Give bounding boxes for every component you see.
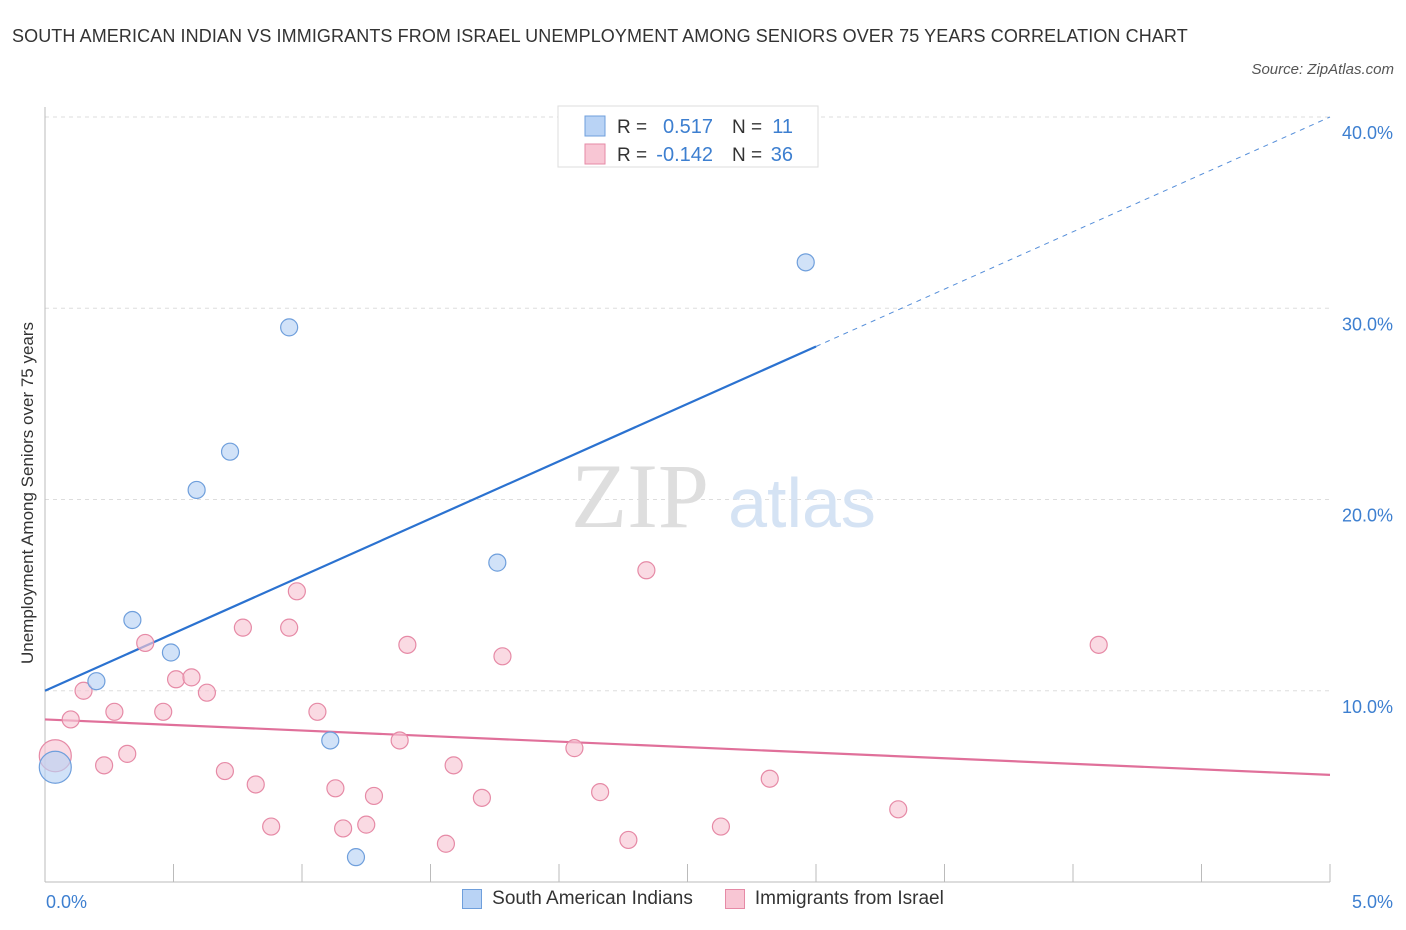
legend-item-south-american-indians[interactable]: South American Indians [462,888,693,910]
point-immigrants-from-israel [357,815,376,834]
trend-line-extension [815,116,1331,347]
point-south-american-indians [187,480,206,500]
point-immigrants-from-israel [118,744,137,763]
point-immigrants-from-israel [280,618,299,637]
point-immigrants-from-israel [444,756,463,775]
point-south-american-indians [161,643,181,662]
stats-r-value: 0.517 [663,116,713,138]
x-tick-label: 0.0% [46,892,87,912]
point-immigrants-from-israel [182,668,201,687]
point-south-american-indians [87,672,106,691]
point-immigrants-from-israel [74,681,93,700]
point-south-american-indians [488,553,507,572]
point-immigrants-from-israel [364,786,384,806]
y-tick-label: 10.0% [1342,697,1393,717]
point-immigrants-from-israel [105,702,124,721]
point-immigrants-from-israel [215,761,234,781]
point-immigrants-from-israel [591,783,610,802]
legend-swatch-pink [724,889,745,909]
series-legend: South American Indians Immigrants from I… [0,888,1406,910]
point-immigrants-from-israel [889,800,908,819]
point-immigrants-from-israel [493,647,512,666]
point-immigrants-from-israel [637,561,656,580]
data-points [38,253,1108,867]
stats-legend: R = 0.517 N = 11 R = -0.142 N = 36 [557,105,819,168]
point-immigrants-from-israel [390,731,409,750]
point-immigrants-from-israel [436,834,456,853]
point-south-american-indians [321,731,340,750]
point-south-american-indians [123,610,142,630]
point-immigrants-from-israel [1089,635,1108,654]
legend-item-immigrants-from-israel[interactable]: Immigrants from Israel [724,888,944,910]
stats-r-value: -0.142 [656,144,713,166]
point-immigrants-from-israel [326,779,345,798]
point-immigrants-from-israel [197,683,217,702]
point-immigrants-from-israel [619,830,638,850]
source-label: Source: ZipAtlas.com [1251,61,1394,78]
stats-n-label: N = [732,117,762,138]
point-immigrants-from-israel [334,819,353,838]
point-immigrants-from-israel [398,635,417,654]
legend-label-immigrants-from-israel: Immigrants from Israel [754,888,944,909]
watermark-zip: ZIP [571,445,709,547]
x-tick-label: 5.0% [1352,892,1393,912]
point-south-american-indians [280,318,299,337]
point-south-american-indians [38,750,72,784]
point-immigrants-from-israel [246,775,265,794]
watermark-atlas: atlas [728,464,876,542]
point-immigrants-from-israel [287,582,306,601]
point-immigrants-from-israel [565,739,584,758]
point-immigrants-from-israel [760,769,779,788]
point-immigrants-from-israel [308,702,327,721]
point-immigrants-from-israel [166,670,186,689]
y-tick-label: 30.0% [1342,314,1393,334]
legend-swatch-blue [462,889,483,909]
point-south-american-indians [796,253,815,272]
point-immigrants-from-israel [233,618,252,637]
trend-line-south-american-indians [44,345,817,692]
y-tick-label: 40.0% [1342,123,1393,143]
point-immigrants-from-israel [61,710,80,729]
stats-r-label: R = [617,117,647,138]
stats-legend-swatch [584,143,606,165]
trend-lines [44,116,1331,776]
point-immigrants-from-israel [136,633,155,653]
stats-n-label: N = [732,145,762,166]
trend-line-immigrants-from-israel [44,718,1331,776]
watermark: ZIP atlas [571,445,876,547]
stats-n-value: 11 [772,116,793,138]
legend-label-south-american-indians: South American Indians [492,888,693,909]
stats-legend-swatch [584,115,606,137]
chart-title: SOUTH AMERICAN INDIAN VS IMMIGRANTS FROM… [12,26,1188,46]
y-tick-label: 20.0% [1342,506,1393,526]
point-immigrants-from-israel [472,788,491,807]
point-immigrants-from-israel [154,702,173,721]
point-immigrants-from-israel [262,817,281,836]
point-immigrants-from-israel [711,817,731,836]
tick-labels: 10.0% 20.0% 30.0% 40.0% 0.0% 5.0% [46,123,1393,912]
point-south-american-indians [346,848,366,867]
point-south-american-indians [220,442,240,461]
stats-r-label: R = [617,145,647,166]
point-immigrants-from-israel [95,756,114,775]
stats-n-value: 36 [771,144,793,166]
